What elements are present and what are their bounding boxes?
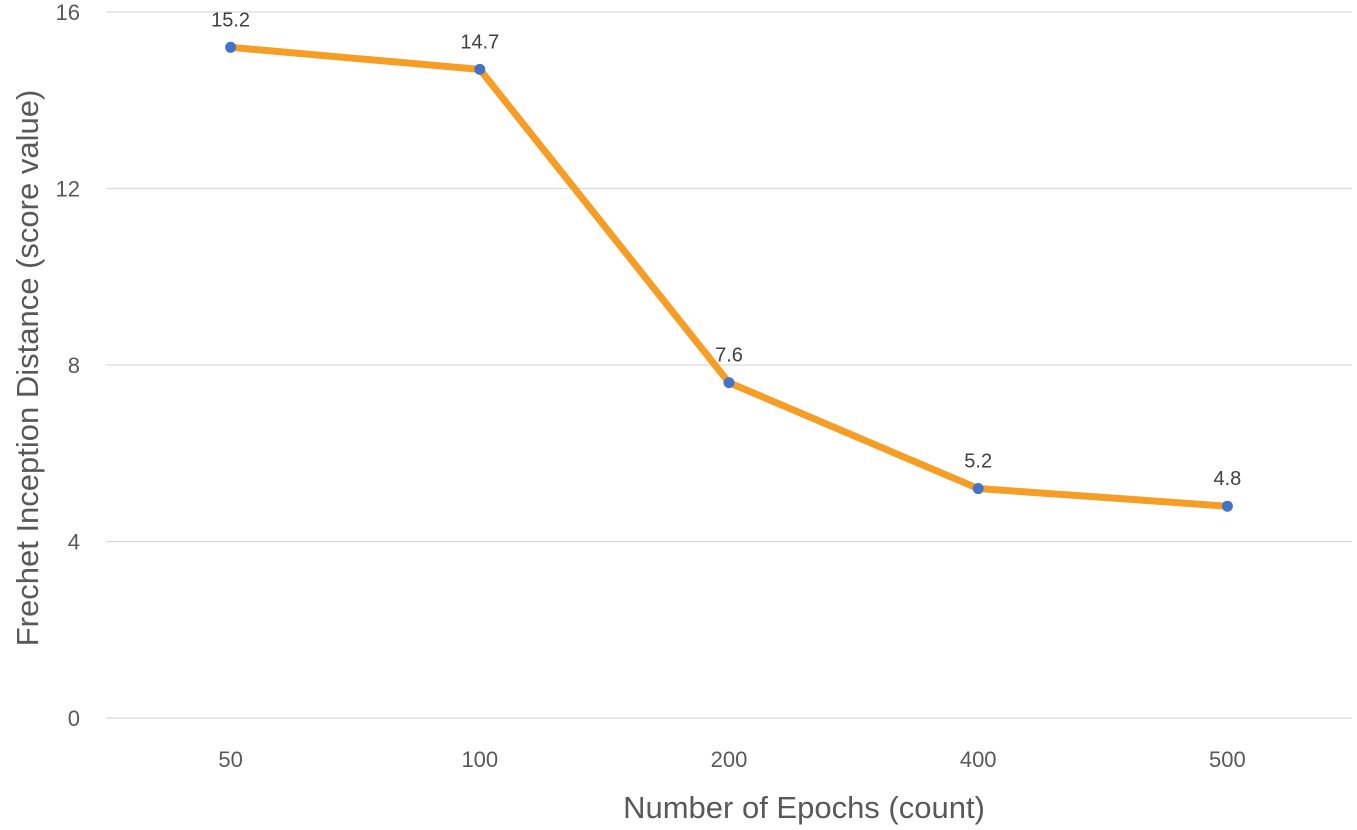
series-group [225,41,1233,512]
x-tick-label: 50 [218,747,242,772]
data-labels: 15.2 14.7 7.6 5.2 4.8 [211,9,1241,490]
y-tick-label: 12 [56,177,80,202]
data-point [474,63,486,75]
data-point [225,41,237,53]
x-tick-label: 400 [960,747,997,772]
data-point [972,483,984,495]
x-tick-label: 200 [711,747,748,772]
y-tick-label: 16 [56,0,80,25]
data-label: 15.2 [211,9,250,31]
data-label: 4.8 [1213,468,1241,490]
x-tick-label: 500 [1209,747,1246,772]
series-line [227,43,1231,510]
x-tick-label: 100 [461,747,498,772]
gridlines [106,11,1352,719]
y-axis-title: Frechet Inception Distance (score value) [10,90,45,647]
data-point [723,377,735,389]
y-tick-labels: 0 4 8 12 16 [56,0,80,731]
x-axis-title: Number of Epochs (count) [623,790,985,825]
x-tick-labels: 50 100 200 400 500 [218,747,1245,772]
y-tick-label: 4 [68,530,80,555]
y-tick-label: 8 [68,353,80,378]
data-point [1221,500,1233,512]
data-label: 14.7 [460,31,499,53]
data-label: 7.6 [715,345,743,367]
y-tick-label: 0 [68,706,80,731]
data-label: 5.2 [964,451,992,473]
